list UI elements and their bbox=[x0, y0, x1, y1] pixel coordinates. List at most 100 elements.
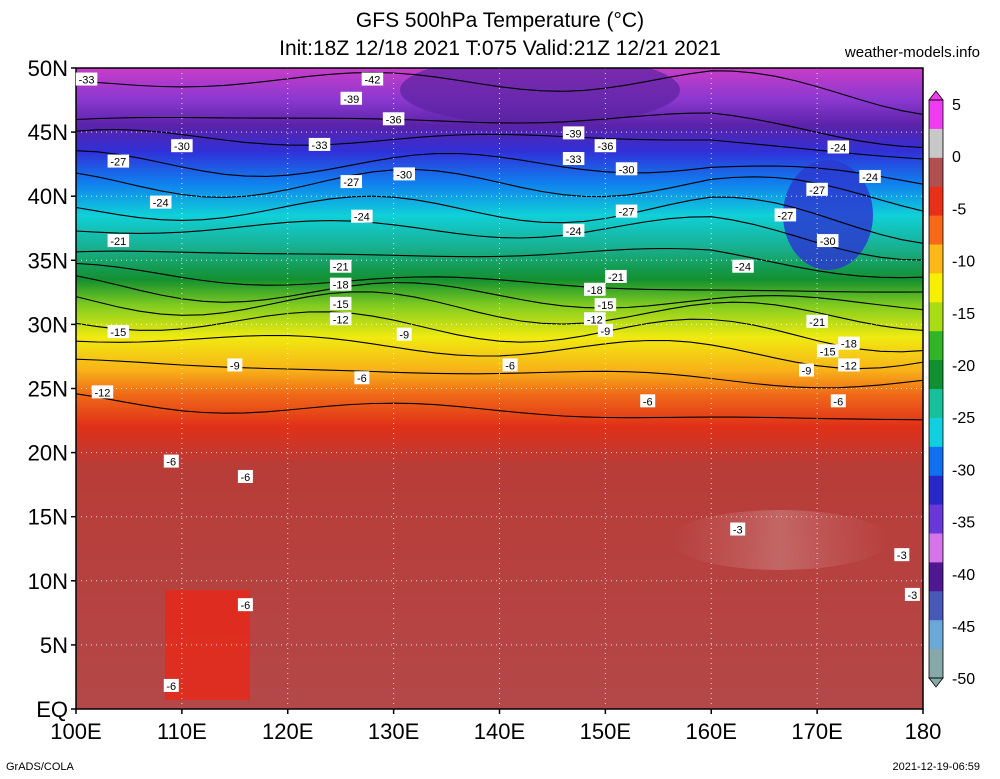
colorbar-swatch bbox=[929, 417, 943, 448]
contour-label: -24 bbox=[153, 198, 169, 210]
contour-label: -24 bbox=[566, 226, 582, 238]
contour-label-box bbox=[904, 587, 920, 601]
contour-label-box bbox=[351, 209, 373, 223]
colorbar-swatch bbox=[929, 649, 943, 679]
colorbar: 5 0 -5 -10 -15 -20 -25 -30 -35 -40 -45 -50 bbox=[928, 90, 975, 688]
contour-label-box bbox=[838, 358, 860, 372]
colorbar-label: -40 bbox=[952, 567, 975, 584]
colorbar-swatch bbox=[929, 128, 943, 159]
isotherm-line bbox=[76, 70, 923, 115]
contour-label-box bbox=[816, 234, 839, 248]
contour-label-box bbox=[806, 314, 828, 328]
lat-tick-label: 45N bbox=[28, 120, 68, 145]
cold-pool-north bbox=[400, 68, 680, 125]
contour-label-box bbox=[329, 296, 352, 310]
contour-label-box bbox=[396, 327, 412, 341]
colorbar-label: 0 bbox=[952, 149, 961, 166]
contour-label: -6 bbox=[357, 373, 367, 385]
isotherm-line bbox=[76, 393, 923, 421]
contour-label: -30 bbox=[174, 141, 190, 153]
lon-tick-label: 120E bbox=[262, 719, 313, 744]
contour-label-box bbox=[237, 469, 253, 483]
colorbar-frame bbox=[928, 99, 944, 679]
contour-label: -36 bbox=[597, 141, 613, 153]
contour-label: -6 bbox=[241, 600, 251, 612]
colorbar-swatch bbox=[929, 331, 943, 361]
contour-label: -18 bbox=[333, 280, 349, 292]
contour-label: -18 bbox=[587, 285, 603, 297]
lon-tick-label: 150E bbox=[580, 719, 631, 744]
colorbar-swatch bbox=[929, 215, 943, 245]
contour-label: -6 bbox=[241, 472, 251, 484]
contour-label: -36 bbox=[386, 114, 402, 126]
contour-label: -9 bbox=[600, 326, 610, 338]
contour-label: -15 bbox=[597, 300, 613, 312]
lat-tick-label: 15N bbox=[28, 505, 68, 530]
contour-label-box bbox=[237, 598, 253, 612]
isotherm-line bbox=[76, 168, 923, 212]
software-credit: GrADS/COLA bbox=[6, 761, 74, 773]
colorbar-label: 5 bbox=[952, 97, 961, 114]
contour-label: -42 bbox=[364, 75, 380, 87]
colorbar-swatch bbox=[929, 157, 943, 188]
contour-label-box bbox=[597, 323, 613, 337]
contour-label-box bbox=[806, 182, 828, 196]
cold-pool-east bbox=[783, 160, 873, 270]
chart-title: GFS 500hPa Temperature (°C) bbox=[355, 9, 645, 32]
lat-tick-label: 20N bbox=[28, 441, 68, 466]
lat-tick-label: 5N bbox=[40, 633, 68, 658]
colorbar-label: -45 bbox=[952, 619, 975, 636]
gridlines bbox=[76, 68, 923, 709]
render-timestamp: 2021-12-19-06:59 bbox=[892, 761, 980, 773]
colorbar-swatch bbox=[929, 475, 943, 506]
contour-label-box bbox=[830, 394, 846, 408]
contour-label: -9 bbox=[399, 330, 409, 342]
contour-label: -12 bbox=[587, 314, 603, 326]
contour-label-box bbox=[149, 195, 172, 209]
contour-label-box bbox=[774, 208, 797, 222]
isotherm-line bbox=[76, 311, 923, 353]
lat-tick-label: 50N bbox=[28, 56, 68, 81]
contour-labels: -33 -42 -39 -36 -39 -36 -33 -30 -30 -33 -27 -30 -27 -… bbox=[75, 72, 920, 693]
contour-label-box bbox=[502, 358, 518, 372]
contour-label-box bbox=[171, 139, 193, 153]
lat-tick-label: EQ bbox=[36, 697, 68, 722]
contour-label-box bbox=[816, 344, 839, 358]
isotherm-line bbox=[76, 275, 923, 311]
contour-label: -15 bbox=[820, 346, 836, 358]
contour-label-box bbox=[640, 394, 656, 408]
lon-tick-label: 130E bbox=[368, 719, 419, 744]
colorbar-label: -50 bbox=[952, 671, 975, 688]
contour-label: -6 bbox=[505, 360, 515, 372]
isotherm-lines bbox=[76, 70, 923, 421]
contour-label: -33 bbox=[79, 75, 95, 87]
contour-label: -27 bbox=[777, 210, 793, 222]
colorbar-swatch bbox=[929, 389, 943, 419]
colorbar-swatch bbox=[929, 591, 943, 621]
colorbar-label: -15 bbox=[952, 306, 975, 323]
colorbar-swatch bbox=[929, 244, 943, 274]
colorbar-label: -20 bbox=[952, 358, 975, 375]
contour-label: -3 bbox=[897, 550, 907, 562]
chart-subtitle: Init:18Z 12/18 2021 T:075 Valid:21Z 12/2… bbox=[279, 37, 721, 60]
contour-label-box bbox=[329, 312, 352, 326]
lon-tick-label: 100E bbox=[50, 719, 101, 744]
contour-label-box bbox=[329, 277, 352, 291]
colorbar-label: -25 bbox=[952, 410, 975, 427]
warm-area-indochina bbox=[165, 590, 250, 700]
contour-label-box bbox=[308, 137, 331, 151]
contour-label: -9 bbox=[230, 360, 240, 372]
contour-label-box bbox=[107, 234, 130, 248]
lat-tick-label: 40N bbox=[28, 184, 68, 209]
contour-label: -24 bbox=[862, 172, 878, 184]
colorbar-swatch bbox=[929, 446, 943, 477]
contour-label-box bbox=[163, 678, 179, 692]
colorbar-swatch bbox=[929, 562, 943, 592]
contour-label-box bbox=[615, 162, 638, 176]
colorbar-label: -5 bbox=[952, 201, 966, 218]
contour-label-box bbox=[107, 154, 130, 168]
lat-tick-label: 35N bbox=[28, 248, 68, 273]
isotherm-line bbox=[76, 247, 923, 279]
contour-label: -3 bbox=[733, 525, 743, 537]
